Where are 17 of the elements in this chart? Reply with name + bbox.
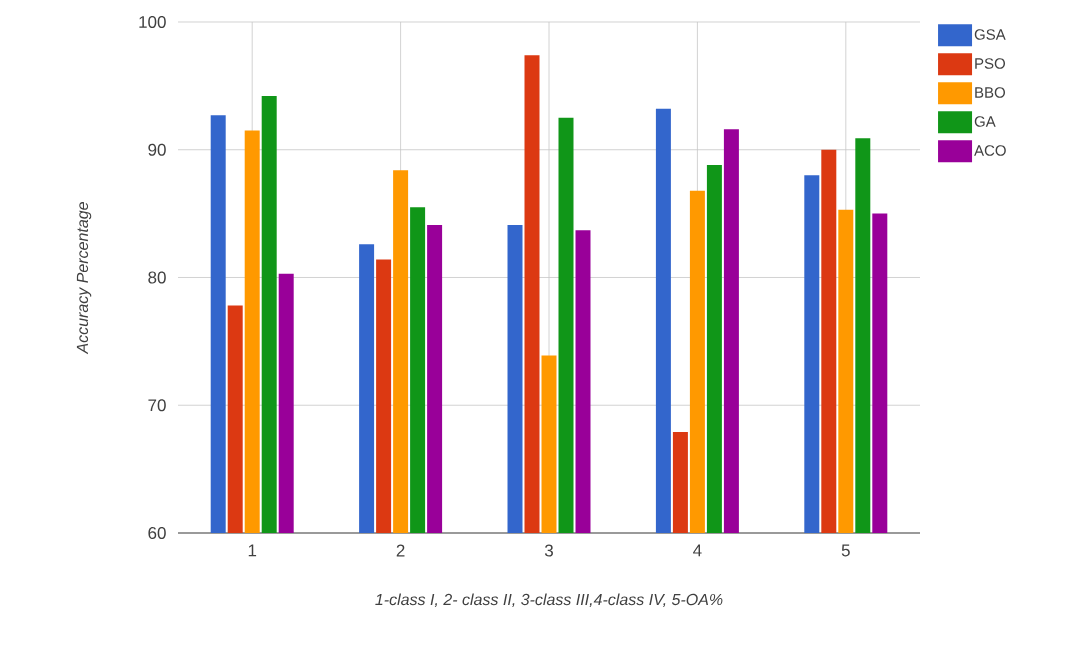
y-tick-label: 90: [148, 143, 166, 156]
y-tick-label: 100: [139, 15, 166, 29]
x-tick-label: 2: [396, 544, 405, 557]
x-tick-label: 5: [841, 544, 850, 557]
y-tick-label: 80: [148, 271, 166, 284]
legend-label: GA: [974, 116, 996, 127]
x-tick-label: 3: [544, 544, 553, 557]
legend-label: BBO: [975, 87, 1006, 98]
x-tick-label: 4: [693, 544, 702, 557]
x-tick-label: 1: [248, 544, 257, 557]
y-axis-title: Accuracy Percentage: [76, 202, 92, 355]
x-axis-title: 1-class I, 2- class II, 3-class III,4-class IV, 5-OA%: [375, 593, 723, 608]
legend-label: GSA: [974, 29, 1006, 40]
legend-label: ACO: [974, 145, 1006, 156]
legend-label: PSO: [975, 58, 1006, 69]
y-tick-label: 60: [148, 526, 166, 540]
y-tick-label: 70: [148, 399, 166, 412]
